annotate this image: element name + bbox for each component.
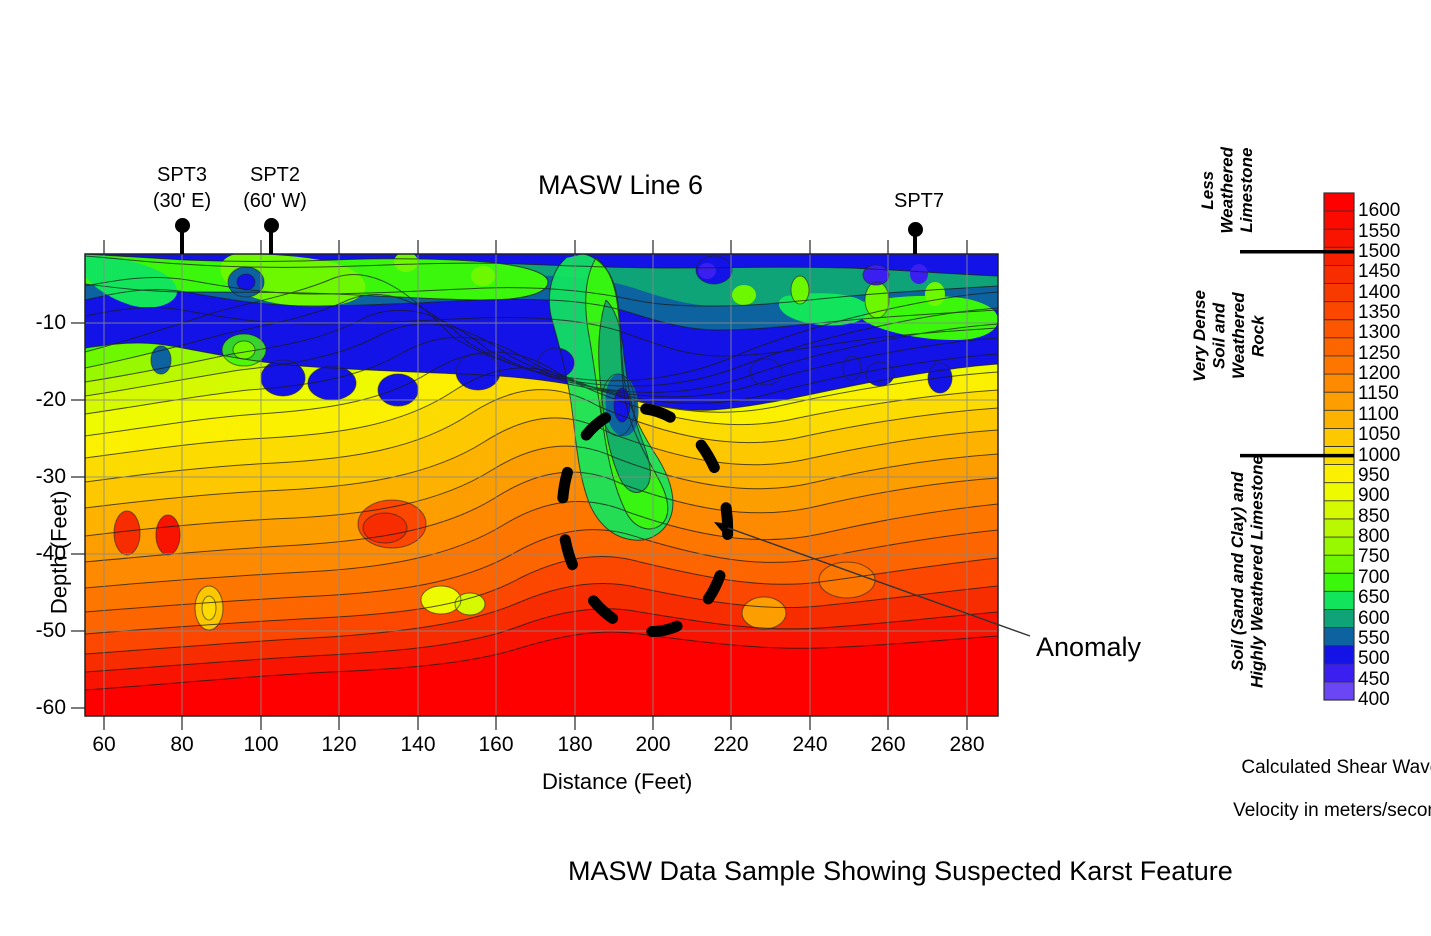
pin-head <box>175 218 190 233</box>
page-title: MASW Line 6 <box>538 170 704 200</box>
pin-head <box>908 222 923 237</box>
pin-head <box>264 218 279 233</box>
colorbar-tick-1350: 1350 <box>1358 302 1401 323</box>
x-tick-160: 160 <box>478 733 514 756</box>
colorbar-tick-1500: 1500 <box>1358 240 1401 262</box>
velocity-field <box>85 254 998 716</box>
colorbar-tick-750: 750 <box>1358 546 1390 568</box>
colorbar-group-less-weathered-limestone: Less Weathered Limestone <box>1198 147 1257 234</box>
y-tick-10: -10 <box>35 311 66 334</box>
colorbar-tick-1000: 1000 <box>1358 444 1401 466</box>
axis-ticks <box>71 240 968 730</box>
x-axis-title: Distance (Feet) <box>542 769 693 794</box>
pin-stem <box>180 228 184 254</box>
y-tick-60: -60 <box>35 696 66 719</box>
colorbar-group-very-dense-soil: Very Dense Soil and Weathered Rock <box>1190 290 1268 382</box>
x-tick-200: 200 <box>635 733 671 756</box>
colorbar-tick-600: 600 <box>1358 607 1390 629</box>
x-tick-100: 100 <box>243 733 279 756</box>
colorbar-tick-950: 950 <box>1358 464 1390 486</box>
anomaly-label: Anomaly <box>1036 632 1142 662</box>
plot-gridlines <box>85 254 998 716</box>
contour-lines <box>85 254 998 691</box>
x-tick-180: 180 <box>557 733 593 756</box>
x-tick-80: 80 <box>170 733 194 756</box>
x-tick-280: 280 <box>949 733 985 756</box>
anomaly-leader <box>714 522 1031 637</box>
colorbar-tick-550: 550 <box>1358 627 1390 649</box>
colorbar-tick-1050: 1050 <box>1358 424 1401 446</box>
x-tick-240: 240 <box>792 733 828 756</box>
colorbar-tick-700: 700 <box>1358 566 1390 588</box>
figure-caption: MASW Data Sample Showing Suspected Karst… <box>568 856 1233 886</box>
y-axis-title: Depth (Feet) <box>46 490 72 615</box>
spt2-label-line2: (60' W) <box>243 190 307 212</box>
y-tick-20: -20 <box>35 388 66 411</box>
colorbar-tick-1550: 1550 <box>1358 220 1401 242</box>
colorbar-tick-1150: 1150 <box>1358 383 1399 405</box>
colorbar-tick-1450: 1450 <box>1358 261 1401 283</box>
spt2-label-line1: SPT2 <box>249 164 301 186</box>
colorbar-caption-line2: Velocity in meters/second <box>1233 799 1431 821</box>
y-tick-50: -50 <box>35 619 66 642</box>
colorbar-tick-400: 400 <box>1358 689 1390 710</box>
colorbar-tick-800: 800 <box>1358 526 1390 547</box>
colorbar-tick-450: 450 <box>1358 668 1390 690</box>
y-tick-30: -30 <box>35 465 66 488</box>
spt3-label-line2: (30' E) <box>152 190 212 212</box>
colorbar-group-soil-highly-weathered: Soil (Sand and Clay) and Highly Weathere… <box>1228 455 1267 689</box>
colorbar-tick-1250: 1250 <box>1358 342 1401 364</box>
colorbar-tick-500: 500 <box>1358 648 1390 670</box>
colorbar-tick-1400: 1400 <box>1358 281 1401 303</box>
x-tick-260: 260 <box>870 733 906 756</box>
colorbar-caption-line1: Calculated Shear Wave <box>1241 757 1431 779</box>
colorbar-tick-850: 850 <box>1358 505 1390 527</box>
colorbar-tick-1100: 1100 <box>1358 403 1399 425</box>
x-tick-60: 60 <box>92 733 116 756</box>
y-tick-40: -40 <box>35 542 66 565</box>
colorbar-tick-1300: 1300 <box>1358 322 1401 344</box>
x-tick-220: 220 <box>713 733 749 756</box>
plot-border <box>84 253 999 717</box>
colorbar-tick-1200: 1200 <box>1358 363 1401 385</box>
colorbar-caption: Calculated Shear Wave Velocity in meters… <box>1201 736 1431 842</box>
colorbar-tick-650: 650 <box>1358 587 1390 609</box>
anomaly-ellipse <box>556 403 734 637</box>
x-tick-120: 120 <box>321 733 357 756</box>
pin-stem <box>913 232 917 254</box>
spt7-label-line1: SPT7 <box>893 190 945 212</box>
colorbar-tick-1600: 1600 <box>1358 200 1401 222</box>
pin-stem <box>269 228 273 254</box>
x-tick-140: 140 <box>400 733 436 756</box>
spt3-label-line1: SPT3 <box>156 164 208 186</box>
colorbar-tick-900: 900 <box>1358 485 1390 507</box>
